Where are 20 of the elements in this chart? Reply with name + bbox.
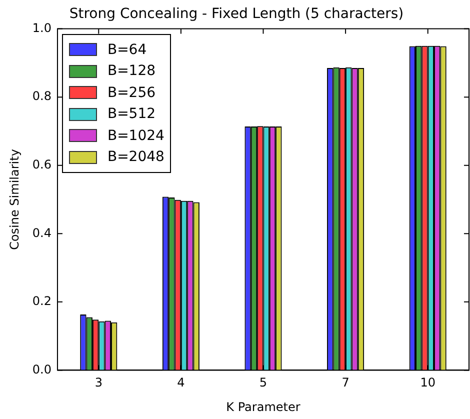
legend-label: B=256 xyxy=(106,84,157,103)
y-axis-title: Cosine Similarity xyxy=(7,149,22,250)
legend-label: B=1024 xyxy=(106,126,164,146)
y-tick-label: 0.4 xyxy=(32,226,52,240)
y-tick-label: 0.0 xyxy=(32,362,52,376)
y-tick-label: 0.2 xyxy=(32,294,52,308)
x-tick-label: 5 xyxy=(259,376,268,390)
x-tick-label: 7 xyxy=(342,376,350,390)
y-tick-label: 1.0 xyxy=(32,20,52,35)
legend-label: B=512 xyxy=(106,105,157,124)
x-tick-label: 3 xyxy=(94,376,102,390)
x-tick-label: 4 xyxy=(177,376,185,390)
y-tick-label: 0.8 xyxy=(32,89,52,104)
y-tick-label: 0.6 xyxy=(32,157,52,172)
legend-label: B=128 xyxy=(106,62,157,82)
x-tick-label: 10 xyxy=(420,376,436,390)
legend-label: B=64 xyxy=(106,40,148,60)
x-axis-title: K Parameter xyxy=(226,400,300,414)
legend-label: B=2048 xyxy=(106,148,164,168)
chart-title: Strong Concealing - Fixed Length (5 characters) xyxy=(69,6,404,22)
